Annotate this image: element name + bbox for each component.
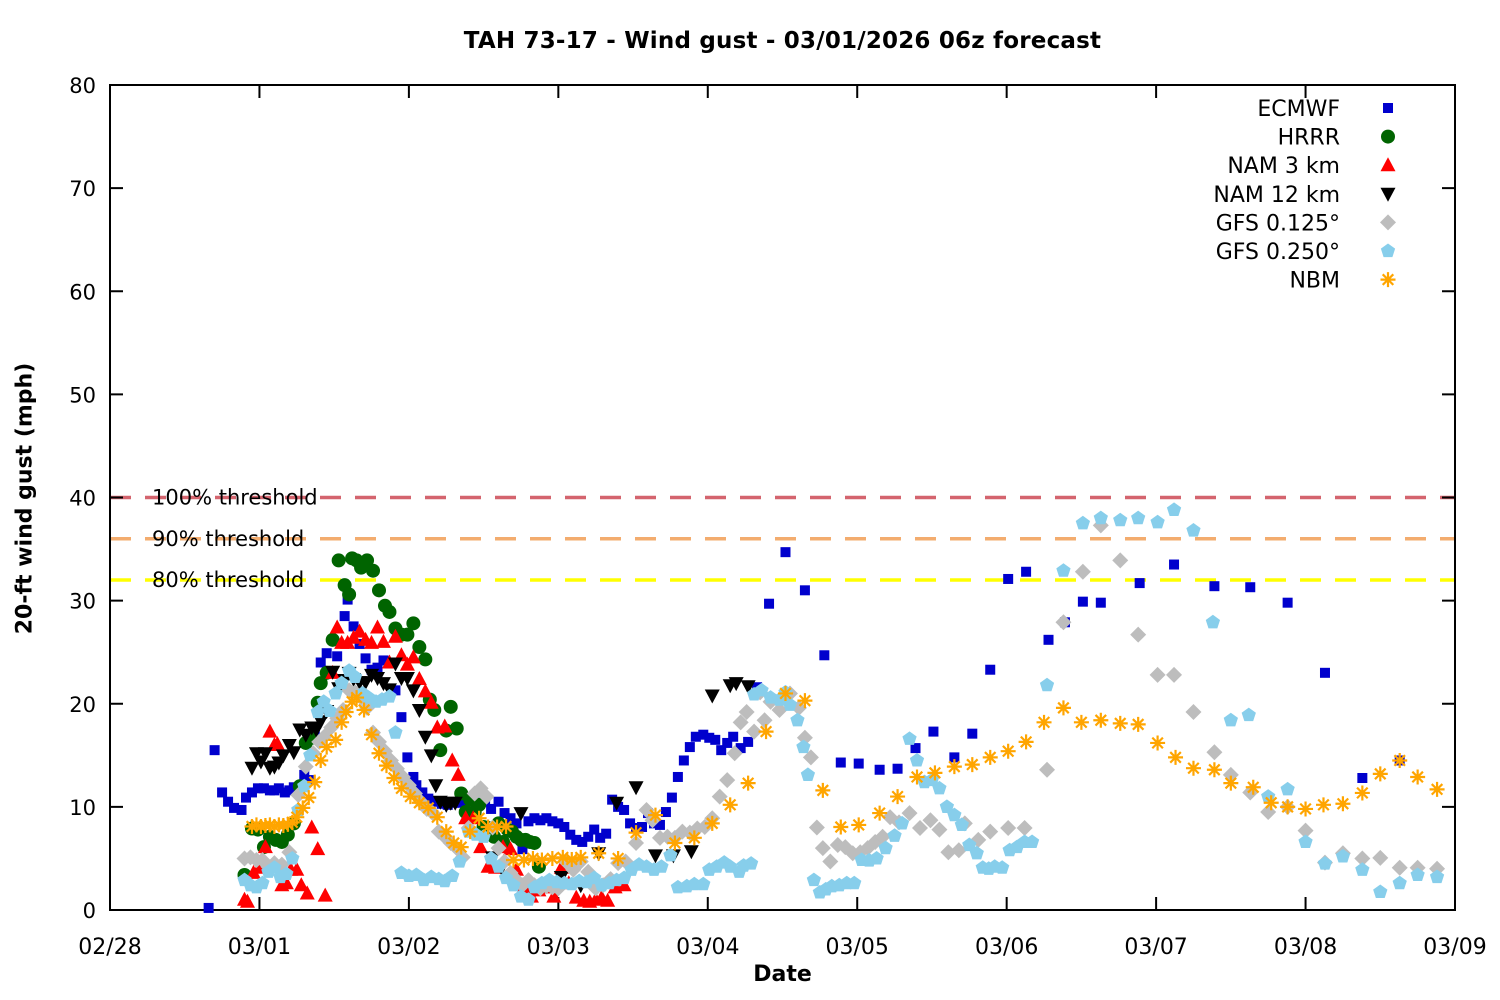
svg-text:GFS 0.250°: GFS 0.250° [1216,240,1340,265]
svg-text:03/04: 03/04 [676,935,739,960]
svg-text:03/02: 03/02 [377,935,440,960]
svg-text:HRRR: HRRR [1278,126,1340,151]
svg-text:03/03: 03/03 [527,935,590,960]
chart-title: TAH 73-17 - Wind gust - 03/01/2026 06z f… [463,28,1102,54]
svg-text:03/05: 03/05 [826,935,889,960]
series-nam-3-km [237,619,632,908]
svg-text:NAM 3 km: NAM 3 km [1227,154,1340,179]
svg-text:100% threshold: 100% threshold [152,486,318,510]
svg-text:03/08: 03/08 [1274,935,1337,960]
threshold-lines [110,495,1455,582]
svg-text:10: 10 [69,796,96,820]
axis-ticks: 0 10 20 30 40 50 60 70 80 02/28 03/01 03/02 03/03 03/… [69,74,1486,960]
x-axis-label: Date [753,962,812,987]
svg-text:ECMWF: ECMWF [1257,97,1340,122]
svg-text:30: 30 [69,590,96,614]
series-gfs-0-250- [237,502,1445,906]
svg-text:40: 40 [69,487,96,511]
svg-text:NBM: NBM [1289,269,1340,294]
svg-text:20: 20 [69,693,96,717]
series-nbm [244,685,1445,868]
legend: ECMWF HRRR NAM 3 km NAM 12 km GFS 0.125° GFS … [1213,97,1396,294]
svg-text:NAM 12 km: NAM 12 km [1213,183,1340,208]
svg-text:02/28: 02/28 [78,935,141,960]
svg-text:50: 50 [69,383,96,407]
svg-text:03/09: 03/09 [1423,935,1486,960]
svg-text:0: 0 [83,899,96,923]
threshold-labels: 100% threshold 90% threshold 80% threshold [152,486,318,593]
svg-text:GFS 0.125°: GFS 0.125° [1216,211,1340,236]
svg-text:60: 60 [69,280,96,304]
svg-text:70: 70 [69,177,96,201]
svg-text:80% threshold: 80% threshold [152,568,304,592]
svg-text:80: 80 [69,74,96,98]
svg-text:90% threshold: 90% threshold [152,527,304,551]
svg-text:03/06: 03/06 [975,935,1038,960]
svg-text:03/01: 03/01 [228,935,291,960]
svg-text:03/07: 03/07 [1124,935,1187,960]
